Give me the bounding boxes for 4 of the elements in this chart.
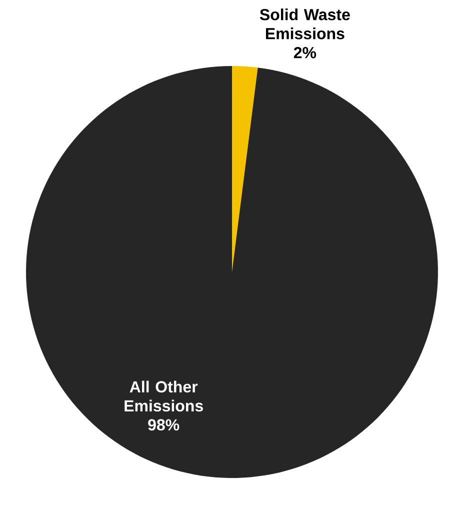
- data-label: 2%: [294, 46, 316, 58]
- slice-label: All Other Emissions: [124, 380, 203, 412]
- data-label: 98%: [148, 419, 180, 431]
- slice-label: Solid Waste Emissions: [260, 8, 350, 40]
